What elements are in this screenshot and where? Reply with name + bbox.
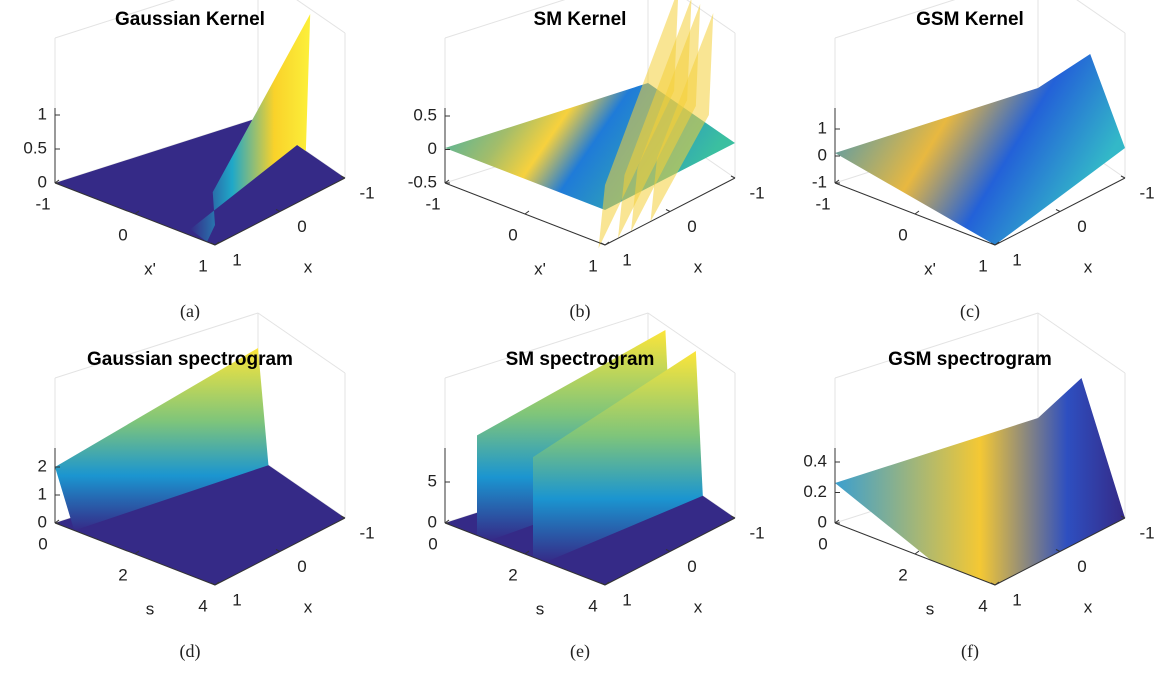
z-tick-label: 5 bbox=[428, 471, 437, 490]
y-axis-label: x bbox=[1084, 597, 1093, 616]
x-tick-label: 2 bbox=[118, 565, 127, 584]
y-axis-label: x bbox=[694, 257, 703, 276]
surface bbox=[835, 378, 1125, 585]
z-tick-label: 2 bbox=[38, 456, 47, 475]
x-tick-label: 0 bbox=[898, 225, 907, 244]
panel: 0 5 0 2 4 1 0 -1 SM spectrogram s x (e) bbox=[428, 313, 765, 662]
z-tick-label: -0.5 bbox=[408, 172, 437, 191]
y-axis-label: x bbox=[1084, 257, 1093, 276]
y-tick-label: -1 bbox=[359, 523, 374, 542]
z-tick-label: -1 bbox=[812, 172, 827, 191]
y-axis-label: x bbox=[694, 597, 703, 616]
z-tick-label: 0 bbox=[818, 512, 827, 531]
x-axis-label: x' bbox=[924, 259, 936, 278]
x-tick-label: -1 bbox=[425, 194, 440, 213]
y-tick bbox=[666, 210, 670, 212]
x-tick-label: 0 bbox=[428, 534, 437, 553]
x-axis-label: s bbox=[146, 599, 155, 618]
z-tick-label: 0.2 bbox=[803, 482, 827, 501]
chart-title: SM spectrogram bbox=[506, 349, 655, 370]
y-tick bbox=[1056, 210, 1060, 212]
y-tick-label: 1 bbox=[232, 250, 241, 269]
y-tick-label: 0 bbox=[1077, 217, 1086, 236]
y-tick-label: 1 bbox=[1012, 590, 1021, 609]
x-tick-label: 1 bbox=[978, 256, 987, 275]
x-tick bbox=[915, 211, 919, 214]
x-tick-label: 2 bbox=[508, 565, 517, 584]
y-tick-label: 0 bbox=[687, 217, 696, 236]
z-tick-label: 1 bbox=[818, 118, 827, 137]
chart-title: GSM spectrogram bbox=[888, 349, 1052, 370]
chart-title: Gaussian spectrogram bbox=[87, 349, 293, 370]
x-tick-label: 2 bbox=[898, 565, 907, 584]
caption: (d) bbox=[180, 641, 201, 662]
z-tick-label: 0 bbox=[38, 172, 47, 191]
x-tick-label: 4 bbox=[198, 596, 207, 615]
x-tick-label: -1 bbox=[35, 194, 50, 213]
x-tick bbox=[525, 211, 529, 214]
x-axis-label: x' bbox=[534, 259, 546, 278]
x-axis-label: x' bbox=[144, 259, 156, 278]
box-edge bbox=[258, 0, 345, 33]
y-tick-label: 0 bbox=[297, 557, 306, 576]
x-tick-label: 0 bbox=[508, 225, 517, 244]
x-tick-label: 1 bbox=[588, 256, 597, 275]
y-axis-label: x bbox=[304, 597, 313, 616]
box-edge bbox=[1038, 0, 1125, 33]
panel: 0 0.2 0.4 0 2 4 1 0 -1 GSM spectrogram s x (f) bbox=[803, 313, 1154, 662]
caption: (c) bbox=[960, 301, 980, 322]
y-axis-label: x bbox=[304, 257, 313, 276]
chart-title: GSM Kernel bbox=[916, 9, 1024, 30]
z-tick-label: 0.4 bbox=[803, 451, 827, 470]
y-tick-label: -1 bbox=[1139, 523, 1154, 542]
y-tick-label: 0 bbox=[1077, 557, 1086, 576]
z-tick-label: 0 bbox=[428, 139, 437, 158]
y-tick-label: 1 bbox=[1012, 250, 1021, 269]
z-tick-label: 0 bbox=[38, 512, 47, 531]
z-tick-label: 0.5 bbox=[23, 138, 47, 157]
x-tick bbox=[915, 551, 919, 554]
caption: (e) bbox=[570, 641, 590, 662]
panel: -0.5 0 0.5 -1 0 1 1 0 -1 SM Kernel x' x (b) bbox=[408, 0, 765, 322]
y-tick-label: -1 bbox=[749, 523, 764, 542]
x-axis-label: s bbox=[926, 599, 935, 618]
figure: 00.51-10110-1Gaussian Kernelx'x(a)-0.500… bbox=[0, 0, 1163, 678]
y-tick-label: 1 bbox=[622, 590, 631, 609]
y-tick-label: 0 bbox=[297, 217, 306, 236]
z-tick-label: 0 bbox=[428, 512, 437, 531]
chart-title: Gaussian Kernel bbox=[115, 9, 265, 30]
y-tick-label: -1 bbox=[1139, 183, 1154, 202]
y-tick-label: 1 bbox=[232, 590, 241, 609]
x-tick-label: 0 bbox=[118, 225, 127, 244]
z-tick-label: 1 bbox=[38, 484, 47, 503]
panel: 0 0.5 1 -1 0 1 1 0 -1 Gaussian Kernel x' x (a) bbox=[23, 0, 374, 322]
chart-title: SM Kernel bbox=[534, 9, 627, 30]
caption: (a) bbox=[180, 301, 200, 322]
y-tick-label: -1 bbox=[749, 183, 764, 202]
x-tick-label: 4 bbox=[978, 596, 987, 615]
z-tick-label: 1 bbox=[38, 104, 47, 123]
x-tick-label: 0 bbox=[818, 534, 827, 553]
caption: (f) bbox=[961, 641, 979, 662]
caption: (b) bbox=[570, 301, 591, 322]
x-tick-label: 4 bbox=[588, 596, 597, 615]
y-tick-label: 0 bbox=[687, 557, 696, 576]
x-tick-label: 1 bbox=[198, 256, 207, 275]
panel: -1 0 1 -1 0 1 1 0 -1 GSM Kernel x' x (c) bbox=[812, 0, 1155, 322]
x-tick-label: 0 bbox=[38, 534, 47, 553]
x-tick-label: -1 bbox=[815, 194, 830, 213]
z-tick-label: 0 bbox=[818, 145, 827, 164]
y-tick-label: 1 bbox=[622, 250, 631, 269]
y-tick-label: -1 bbox=[359, 183, 374, 202]
x-axis-label: s bbox=[536, 599, 545, 618]
z-tick-label: 0.5 bbox=[413, 105, 437, 124]
panel: 0 1 2 0 2 4 1 0 -1 Gaussian spectrogram s x (d) bbox=[38, 313, 375, 662]
